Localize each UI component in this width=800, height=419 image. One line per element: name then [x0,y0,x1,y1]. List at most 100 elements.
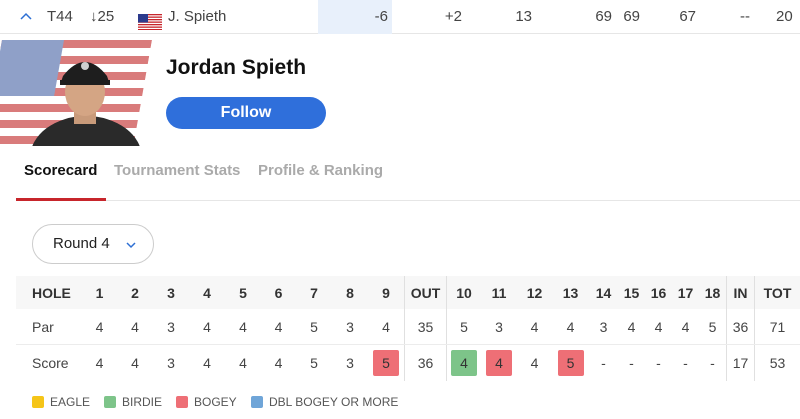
score-cell-13: 5 [552,345,589,381]
par-cell-7: 5 [310,318,318,335]
tab-scorecard[interactable]: Scorecard [24,162,98,179]
score-cell-7: 5 [310,355,318,371]
head-cell-tot: TOT [754,276,800,309]
par-cell-4: 4 [203,318,211,335]
usa-flag-icon [138,9,162,30]
active-tab-indicator [16,198,106,201]
tab-profile-ranking[interactable]: Profile & Ranking [258,162,384,179]
par-cell-tot: 71 [754,309,800,344]
head-cell-17: 17 [677,284,694,301]
score-cell-17: - [683,355,688,371]
par-cell-12: 4 [530,318,539,335]
movement-down: ↓25 [90,0,114,34]
par-cell-3: 3 [167,318,175,335]
legend-item-eagle: EAGLE [32,392,90,412]
score-cell-10: 4 [446,345,481,381]
par-cell-11: 3 [495,318,503,335]
par-cell-15: 4 [627,318,636,335]
legend-item-birdie: BIRDIE [104,392,162,412]
movement-value: 25 [97,8,115,25]
chevron-down-icon [125,225,137,263]
score-cell-5: 4 [239,355,247,371]
scorecard-par-row: Par 4 4 3 4 4 4 5 3 4 35 5 3 4 4 3 4 4 4 5 36 71 [16,309,800,345]
player-tabs: Scorecard Tournament Stats Profile & Ran… [16,152,800,201]
today-score: +2 [444,8,462,25]
bogey-chip: 5 [373,350,399,376]
legend-item-bogey: BOGEY [176,392,237,412]
par-cell-in: 36 [726,309,754,344]
head-cell-2: 2 [131,284,139,301]
score-cell-14: - [601,355,606,371]
legend-swatch [104,396,116,408]
legend-swatch [176,396,188,408]
head-row-label: HOLE [32,284,71,301]
score-cell-1: 4 [95,355,104,371]
scorecard-header-row: HOLE 1 2 3 4 5 6 7 8 9 OUT 10 11 12 13 14 15 16 17 18 IN TOT [16,276,800,309]
player-name: Jordan Spieth [166,56,307,79]
player-headshot [0,40,160,146]
par-cell-5: 4 [239,318,247,335]
head-cell-16: 16 [650,284,667,301]
collapse-icon[interactable] [14,0,38,34]
score-cell-tot: 53 [754,345,800,381]
round-select[interactable]: Round 4 [32,224,154,264]
par-cell-2: 4 [131,318,139,335]
head-cell-6: 6 [274,284,283,301]
score-cell-3: 3 [167,355,175,371]
head-cell-15: 15 [623,284,640,301]
head-cell-3: 3 [167,284,175,301]
thru: 13 [515,8,532,25]
player-link[interactable]: J. Spieth [168,8,227,25]
par-cell-6: 4 [274,318,283,335]
bogey-chip: 5 [557,350,584,376]
score-cell-8: 3 [346,355,354,371]
par-cell-1: 4 [95,318,104,335]
legend-item-dbl-bogey-or-more: DBL BOGEY OR MORE [251,392,398,412]
head-cell-12: 12 [526,284,543,301]
score-cell-6: 4 [274,355,283,371]
total-to-par: -6 [374,8,388,25]
score-cell-in: 17 [726,345,754,381]
head-cell-1: 1 [95,284,104,301]
head-cell-10: 10 [446,276,481,309]
round-1: 69 [595,8,612,25]
legend-swatch [32,396,44,408]
par-cell-13: 4 [566,318,575,335]
head-cell-out: OUT [404,276,446,309]
score-cell-18: - [710,355,715,371]
round-4: -- [740,8,750,25]
head-cell-14: 14 [595,284,612,301]
follow-button[interactable]: Follow [166,97,326,129]
tab-tournament-stats[interactable]: Tournament Stats [114,162,241,179]
position: T44 [47,8,73,25]
par-cell-14: 3 [599,318,608,335]
round-select-value: Round 4 [53,235,110,252]
par-cell-out: 35 [404,309,446,344]
par-cell-10: 5 [446,309,481,344]
scorecard-score-row: Score 4 4 3 4 4 4 5 3 5 36 4 4 4 5- - - - -17 53 [16,345,800,381]
head-cell-5: 5 [239,284,247,301]
head-cell-9: 9 [382,284,390,301]
head-cell-8: 8 [346,284,354,301]
legend-label: DBL BOGEY OR MORE [269,395,399,409]
score-cell-12: 4 [530,355,539,371]
par-cell-8: 3 [346,318,354,335]
total-strokes: 20 [776,8,793,25]
total-highlight [318,0,392,34]
score-cell-out: 36 [404,345,446,381]
leaderboard-row[interactable]: T44 ↓25 J. Spieth -6 +2 13 69 69 67 -- 2… [0,0,800,34]
arrow-down-icon: ↓ [90,8,98,25]
bogey-chip: 4 [486,350,512,376]
score-cell-2: 4 [131,355,139,371]
score-cell-16: - [656,355,661,371]
round-3: 67 [679,8,696,25]
head-cell-18: 18 [704,284,721,301]
head-cell-13: 13 [562,284,579,301]
par-cell-16: 4 [654,318,663,335]
legend-label: BOGEY [194,395,237,409]
legend-label: BIRDIE [122,395,163,409]
round-2: 69 [623,8,640,25]
score-cell-11: 4 [481,345,517,381]
legend-label: EAGLE [50,395,91,409]
head-cell-in: IN [726,276,754,309]
